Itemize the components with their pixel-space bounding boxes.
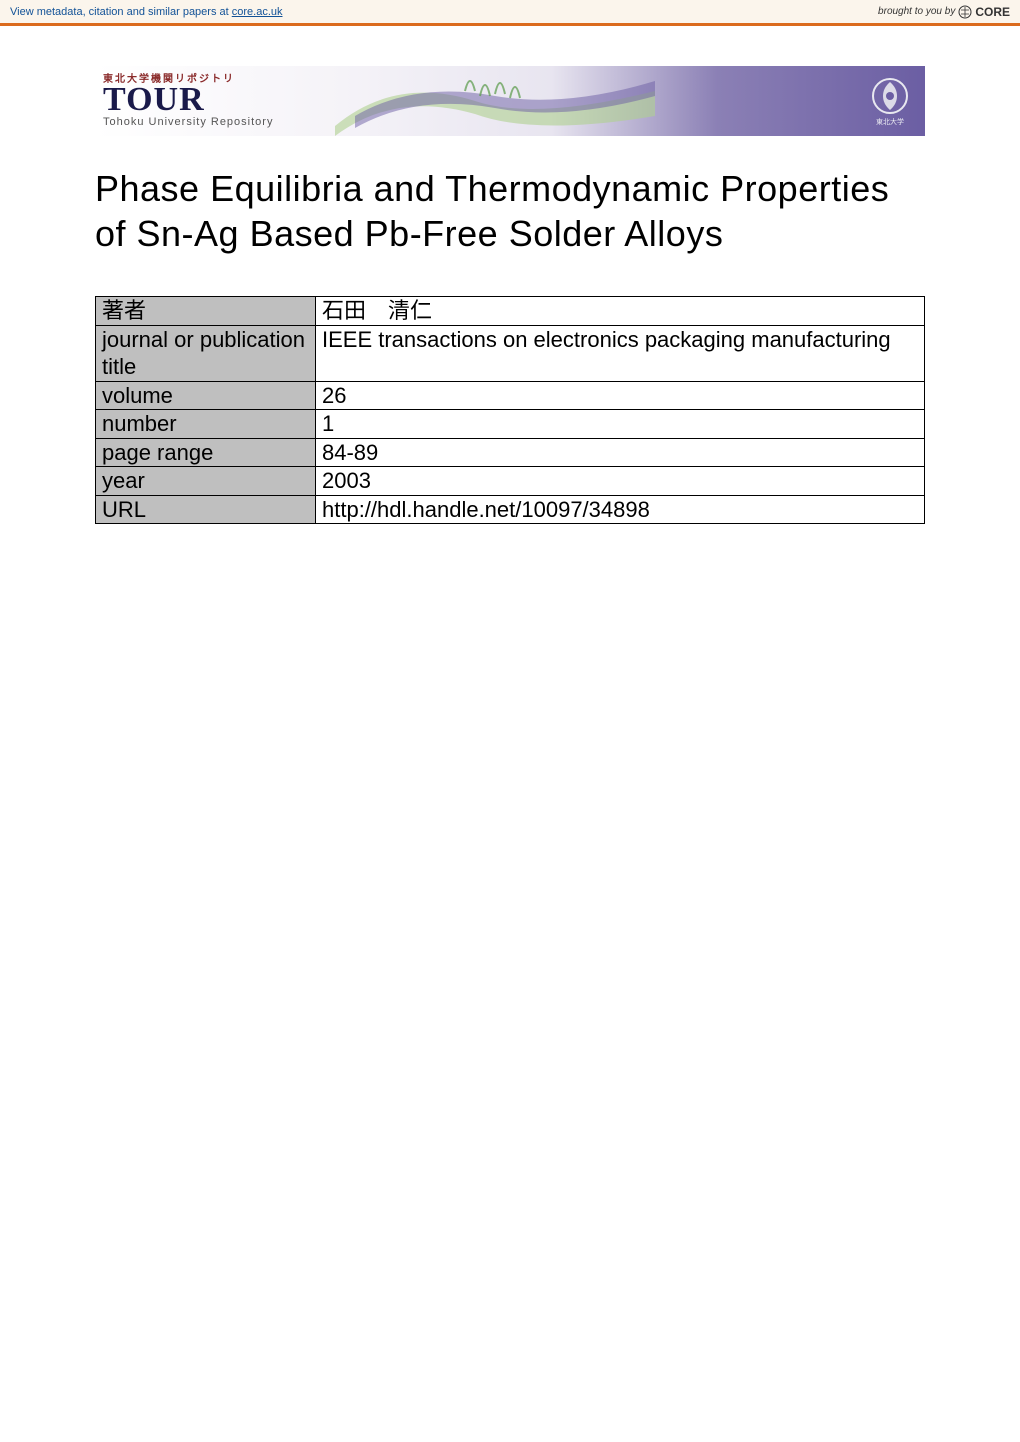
brought-by-text: brought to you by bbox=[878, 6, 955, 17]
table-row: number1 bbox=[96, 410, 925, 439]
university-crest-icon: 東北大学 bbox=[867, 76, 913, 128]
metadata-text: View metadata, citation and similar pape… bbox=[10, 6, 232, 18]
banner-swoosh-icon bbox=[335, 66, 655, 136]
repository-banner: 東北大学機関リポジトリ TOUR Tohoku University Repos… bbox=[95, 66, 925, 136]
meta-value: 2003 bbox=[316, 467, 925, 496]
meta-label: page range bbox=[96, 438, 316, 467]
meta-value: 石田 清仁 bbox=[316, 297, 925, 326]
meta-label: volume bbox=[96, 381, 316, 410]
meta-value: 26 bbox=[316, 381, 925, 410]
metadata-table: 著者石田 清仁journal or publication titleIEEE … bbox=[95, 296, 925, 524]
svg-text:東北大学: 東北大学 bbox=[876, 117, 904, 126]
table-row: page range84-89 bbox=[96, 438, 925, 467]
table-row: 著者石田 清仁 bbox=[96, 297, 925, 326]
meta-label: number bbox=[96, 410, 316, 439]
meta-label: 著者 bbox=[96, 297, 316, 326]
metadata-tbody: 著者石田 清仁journal or publication titleIEEE … bbox=[96, 297, 925, 524]
meta-value: 84-89 bbox=[316, 438, 925, 467]
meta-label: URL bbox=[96, 495, 316, 524]
core-brand: brought to you by CORE bbox=[878, 5, 1010, 19]
core-top-bar: View metadata, citation and similar pape… bbox=[0, 0, 1020, 26]
table-row: journal or publication titleIEEE transac… bbox=[96, 325, 925, 381]
core-wordmark: CORE bbox=[975, 5, 1010, 19]
core-icon bbox=[958, 5, 972, 19]
meta-value: http://hdl.handle.net/10097/34898 bbox=[316, 495, 925, 524]
paper-title: Phase Equilibria and Thermodynamic Prope… bbox=[95, 166, 925, 256]
meta-label: journal or publication title bbox=[96, 325, 316, 381]
table-row: URLhttp://hdl.handle.net/10097/34898 bbox=[96, 495, 925, 524]
page-content: 東北大学機関リポジトリ TOUR Tohoku University Repos… bbox=[0, 26, 1020, 524]
meta-value: 1 bbox=[316, 410, 925, 439]
banner-subtitle: Tohoku University Repository bbox=[103, 116, 273, 128]
metadata-notice: View metadata, citation and similar pape… bbox=[10, 6, 283, 18]
meta-label: year bbox=[96, 467, 316, 496]
table-row: volume26 bbox=[96, 381, 925, 410]
table-row: year2003 bbox=[96, 467, 925, 496]
meta-value: IEEE transactions on electronics packagi… bbox=[316, 325, 925, 381]
banner-logo-text: TOUR bbox=[103, 85, 273, 116]
tour-logo: 東北大学機関リポジトリ TOUR Tohoku University Repos… bbox=[103, 70, 273, 128]
core-link[interactable]: core.ac.uk bbox=[232, 6, 283, 18]
